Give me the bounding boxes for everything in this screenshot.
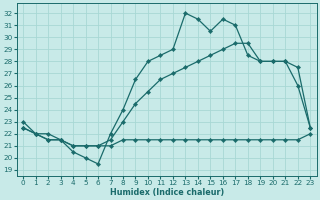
- X-axis label: Humidex (Indice chaleur): Humidex (Indice chaleur): [109, 188, 224, 197]
